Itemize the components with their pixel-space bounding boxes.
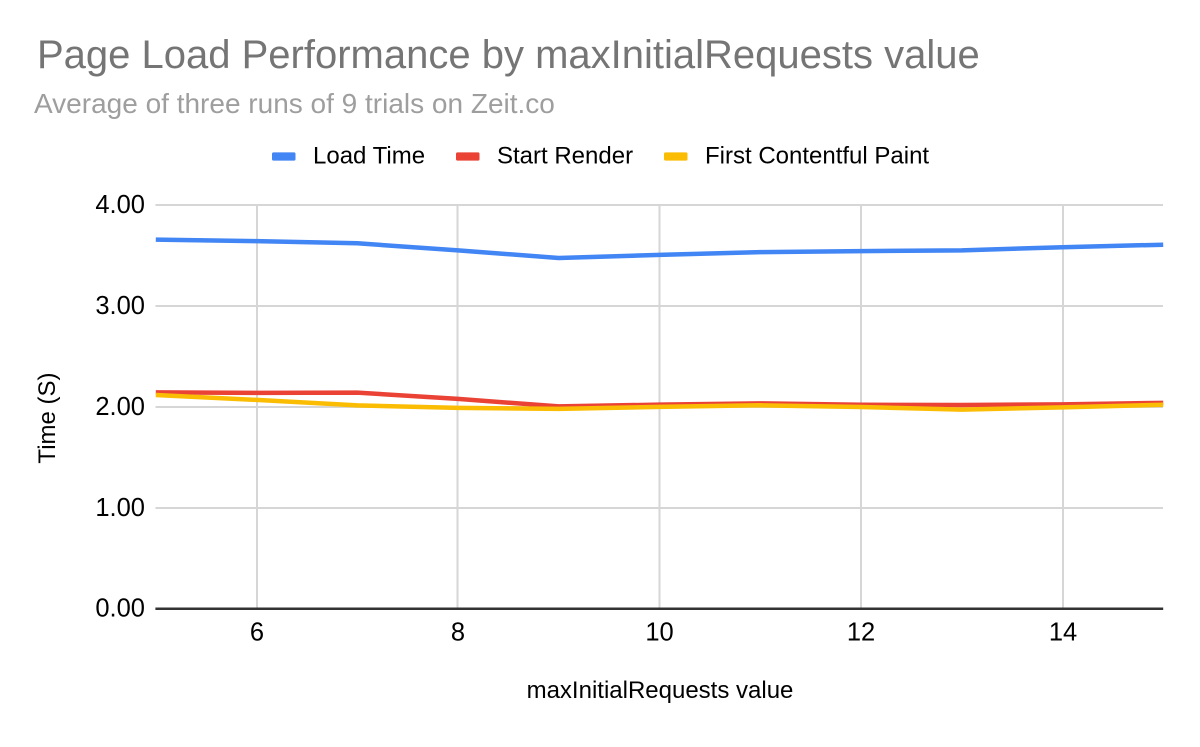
svg-text:Time (S): Time (S) [34, 372, 61, 463]
svg-text:1.00: 1.00 [95, 494, 145, 522]
svg-text:4.00: 4.00 [95, 191, 145, 219]
svg-text:Page Load Performance by maxIn: Page Load Performance by maxInitialReque… [37, 33, 980, 77]
svg-text:Load Time: Load Time [313, 143, 425, 170]
svg-text:14: 14 [1049, 619, 1077, 647]
svg-text:8: 8 [451, 619, 465, 647]
svg-text:First Contentful Paint: First Contentful Paint [705, 143, 929, 170]
svg-text:Average of three runs of 9 tri: Average of three runs of 9 trials on Zei… [34, 88, 555, 119]
svg-text:maxInitialRequests value: maxInitialRequests value [527, 677, 794, 704]
svg-text:0.00: 0.00 [95, 595, 145, 623]
svg-text:2.00: 2.00 [95, 393, 145, 421]
svg-text:10: 10 [645, 619, 673, 647]
svg-text:6: 6 [250, 619, 264, 647]
svg-text:Start Render: Start Render [497, 143, 633, 170]
svg-text:12: 12 [847, 619, 875, 647]
svg-text:3.00: 3.00 [95, 292, 145, 320]
